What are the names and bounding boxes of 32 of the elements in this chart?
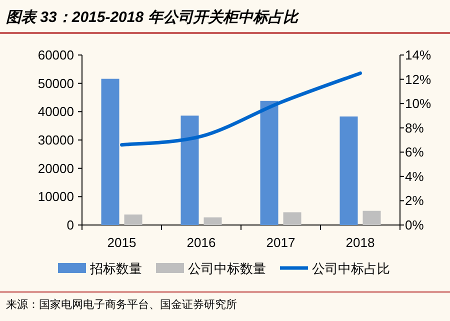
x-tick-label: 2015 (107, 235, 136, 250)
y-tick-label: 60000 (38, 48, 74, 62)
bar (204, 217, 222, 225)
y-tick-label: 10000 (38, 189, 74, 204)
chart-title: 图表 33：2015-2018 年公司开关柜中标占比 (6, 9, 300, 26)
y2-tick-label: 8% (405, 120, 424, 136)
bar (362, 210, 381, 225)
legend-label: 公司中标占比 (312, 261, 390, 276)
source-note: 来源：国家电网电子商务平台、国金证券研究所 (6, 298, 237, 311)
y2-tick-label: 12% (405, 72, 432, 87)
y-tick-label: 40000 (38, 104, 74, 120)
y2-tick-label: 0% (405, 218, 424, 232)
bar (101, 78, 120, 225)
y-tick-label: 50000 (38, 76, 74, 91)
x-tick-label: 2018 (346, 235, 375, 250)
y2-tick-label: 2% (405, 193, 424, 208)
x-tick-label: 2017 (266, 235, 296, 250)
y2-tick-label: 10% (405, 96, 432, 112)
bar (283, 212, 302, 225)
x-tick-label: 2016 (186, 235, 216, 250)
bar (124, 214, 142, 225)
legend-label: 公司中标数量 (188, 261, 266, 276)
y2-tick-label: 6% (405, 144, 424, 160)
bar (180, 116, 199, 225)
y2-tick-label: 4% (405, 168, 424, 184)
y-tick-label: 0 (66, 218, 74, 232)
bar (340, 116, 358, 225)
bar (260, 100, 278, 225)
legend-label: 招标数量 (89, 261, 142, 276)
y-tick-label: 30000 (38, 132, 74, 148)
y2-tick-label: 14% (405, 48, 432, 62)
y-tick-label: 20000 (38, 160, 74, 176)
